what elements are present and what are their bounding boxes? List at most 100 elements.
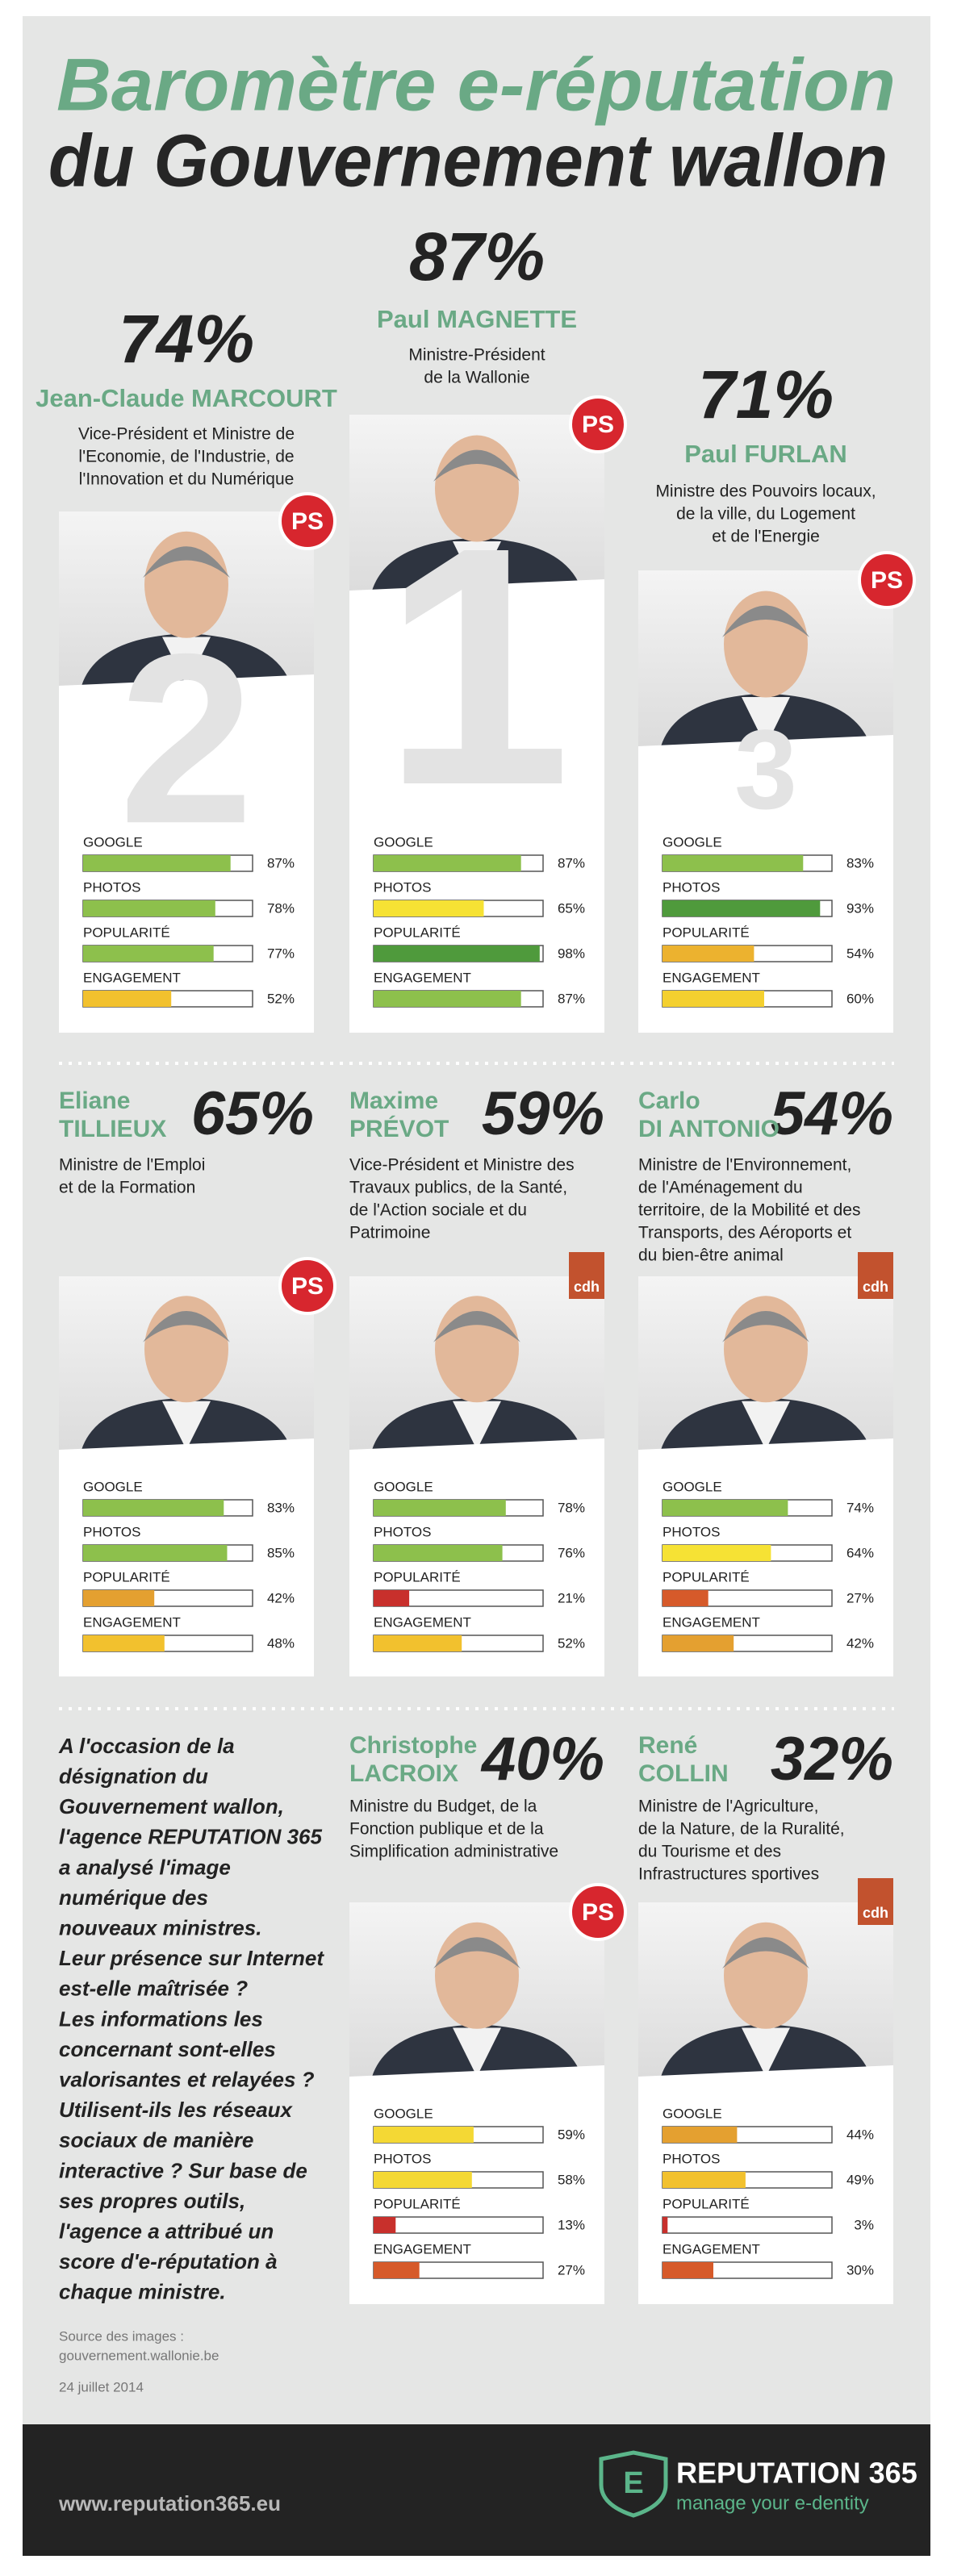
party-logo [569, 1252, 604, 1299]
rank-number: 1 [382, 478, 571, 856]
bar-value-label: 74% [846, 1500, 874, 1515]
intro-text: est-elle maîtrisée ? [59, 1977, 248, 2001]
minister-name: Carlo [638, 1088, 700, 1114]
score: 65% [191, 1079, 314, 1148]
bar [663, 1635, 734, 1651]
intro-text: concernant sont-elles [59, 2037, 276, 2061]
bar-value-label: 52% [267, 991, 295, 1006]
bar [374, 2172, 472, 2188]
metric-label: PHOTOS [83, 1524, 140, 1539]
bar [663, 2127, 738, 2143]
bar-value-label: 54% [846, 946, 874, 961]
metric-label: POPULARITÉ [663, 925, 750, 940]
bar-value-label: 42% [846, 1635, 874, 1651]
photo-hair [433, 449, 520, 482]
party-logo-text: cdh [863, 1279, 888, 1295]
minister-role: de la Nature, de la Ruralité, [638, 1820, 845, 1839]
bar-value-label: 87% [558, 855, 585, 870]
bar [663, 1500, 788, 1516]
party-logo [858, 551, 916, 609]
footer-url[interactable]: www.reputation365.eu [58, 2491, 281, 2515]
minister-role: du bien-être animal [638, 1246, 784, 1265]
photo-collar [742, 2027, 790, 2077]
metric-label: GOOGLE [83, 1479, 143, 1494]
minister-name: LACROIX [349, 1760, 458, 1787]
minister-role: l'Economie, de l'Industrie, de [78, 448, 294, 466]
bar-value-label: 30% [846, 2262, 874, 2277]
metric-label: ENGAGEMENT [663, 970, 760, 985]
bar [83, 900, 215, 916]
score: 59% [482, 1079, 604, 1148]
intro-text: Leur présence sur Internet [59, 1946, 324, 1970]
bar [374, 2262, 420, 2278]
party-logo-text: PS [582, 411, 614, 438]
bar [374, 1545, 503, 1561]
card-diagonal [349, 579, 604, 594]
bar [83, 1635, 165, 1651]
score: 87% [409, 219, 545, 294]
party-logo-text: PS [582, 1899, 614, 1926]
bar-value-label: 60% [846, 991, 874, 1006]
bar [83, 855, 231, 871]
metric-label: PHOTOS [83, 879, 140, 895]
bar [83, 1500, 224, 1516]
minister-name: Paul FURLAN [684, 440, 847, 468]
bar-value-label: 83% [267, 1500, 295, 1515]
bar-value-label: 87% [267, 855, 295, 870]
card-diagonal [638, 2065, 893, 2080]
bar [374, 2127, 474, 2143]
metric-label: PHOTOS [374, 879, 431, 895]
minister-name: René [638, 1732, 697, 1759]
minister-name: Maxime [349, 1088, 438, 1114]
metric-label: ENGAGEMENT [83, 1614, 181, 1630]
party-logo [569, 395, 627, 453]
bar-track [662, 2216, 833, 2234]
bar [663, 2217, 668, 2233]
score: 74% [119, 301, 254, 377]
party-logo [569, 1883, 627, 1941]
metric-label: ENGAGEMENT [83, 970, 181, 985]
photo-hair [722, 1937, 809, 1969]
photo-collar [453, 541, 501, 591]
metric-label: POPULARITÉ [663, 2196, 750, 2211]
intro-text: l'agence REPUTATION 365 [59, 1825, 323, 1849]
bar-value-label: 85% [267, 1545, 295, 1560]
minister-role: Patrimoine [349, 1224, 430, 1242]
metric-label: ENGAGEMENT [374, 1614, 471, 1630]
minister-role: de l'Action sociale et du [349, 1201, 527, 1220]
minister-role: Ministre de l'Emploi [59, 1156, 205, 1175]
intro-text: A l'occasion de la [58, 1734, 235, 1758]
intro-text: Les informations les [59, 2006, 263, 2031]
minister-role: Transports, des Aéroports et [638, 1224, 851, 1242]
bar-value-label: 76% [558, 1545, 585, 1560]
metric-label: PHOTOS [663, 2151, 720, 2166]
bar-value-label: 77% [267, 946, 295, 961]
photo-hair [433, 1937, 520, 1969]
minister-role: Ministre de l'Agriculture, [638, 1797, 818, 1816]
minister-role: Travaux publics, de la Santé, [349, 1179, 567, 1197]
photo-collar [453, 2027, 501, 2077]
bar [83, 946, 214, 962]
bar [663, 1545, 771, 1561]
photo-collar [162, 1401, 211, 1450]
bar [374, 1500, 506, 1516]
metric-label: PHOTOS [374, 2151, 431, 2166]
minister-name: Jean-Claude MARCOURT [36, 384, 337, 412]
bar [374, 1635, 462, 1651]
intro-text: l'agence a attribué un [59, 2219, 274, 2243]
metric-label: GOOGLE [663, 834, 722, 850]
photo-hair [722, 1311, 809, 1342]
party-logo-text: cdh [863, 1905, 888, 1921]
minister-name: Christophe [349, 1732, 477, 1759]
bar-value-label: 65% [558, 900, 585, 916]
bar-value-label: 21% [558, 1590, 585, 1605]
rank-number: 2 [119, 603, 254, 874]
minister-role: Simplification administrative [349, 1843, 558, 1861]
metric-label: GOOGLE [83, 834, 143, 850]
brand-shield [599, 2450, 668, 2518]
footer-band [23, 2424, 930, 2556]
card-diagonal [59, 1438, 314, 1453]
intro-text: Gouvernement wallon, [59, 1794, 284, 1818]
minister-role: Fonction publique et de la [349, 1820, 544, 1839]
